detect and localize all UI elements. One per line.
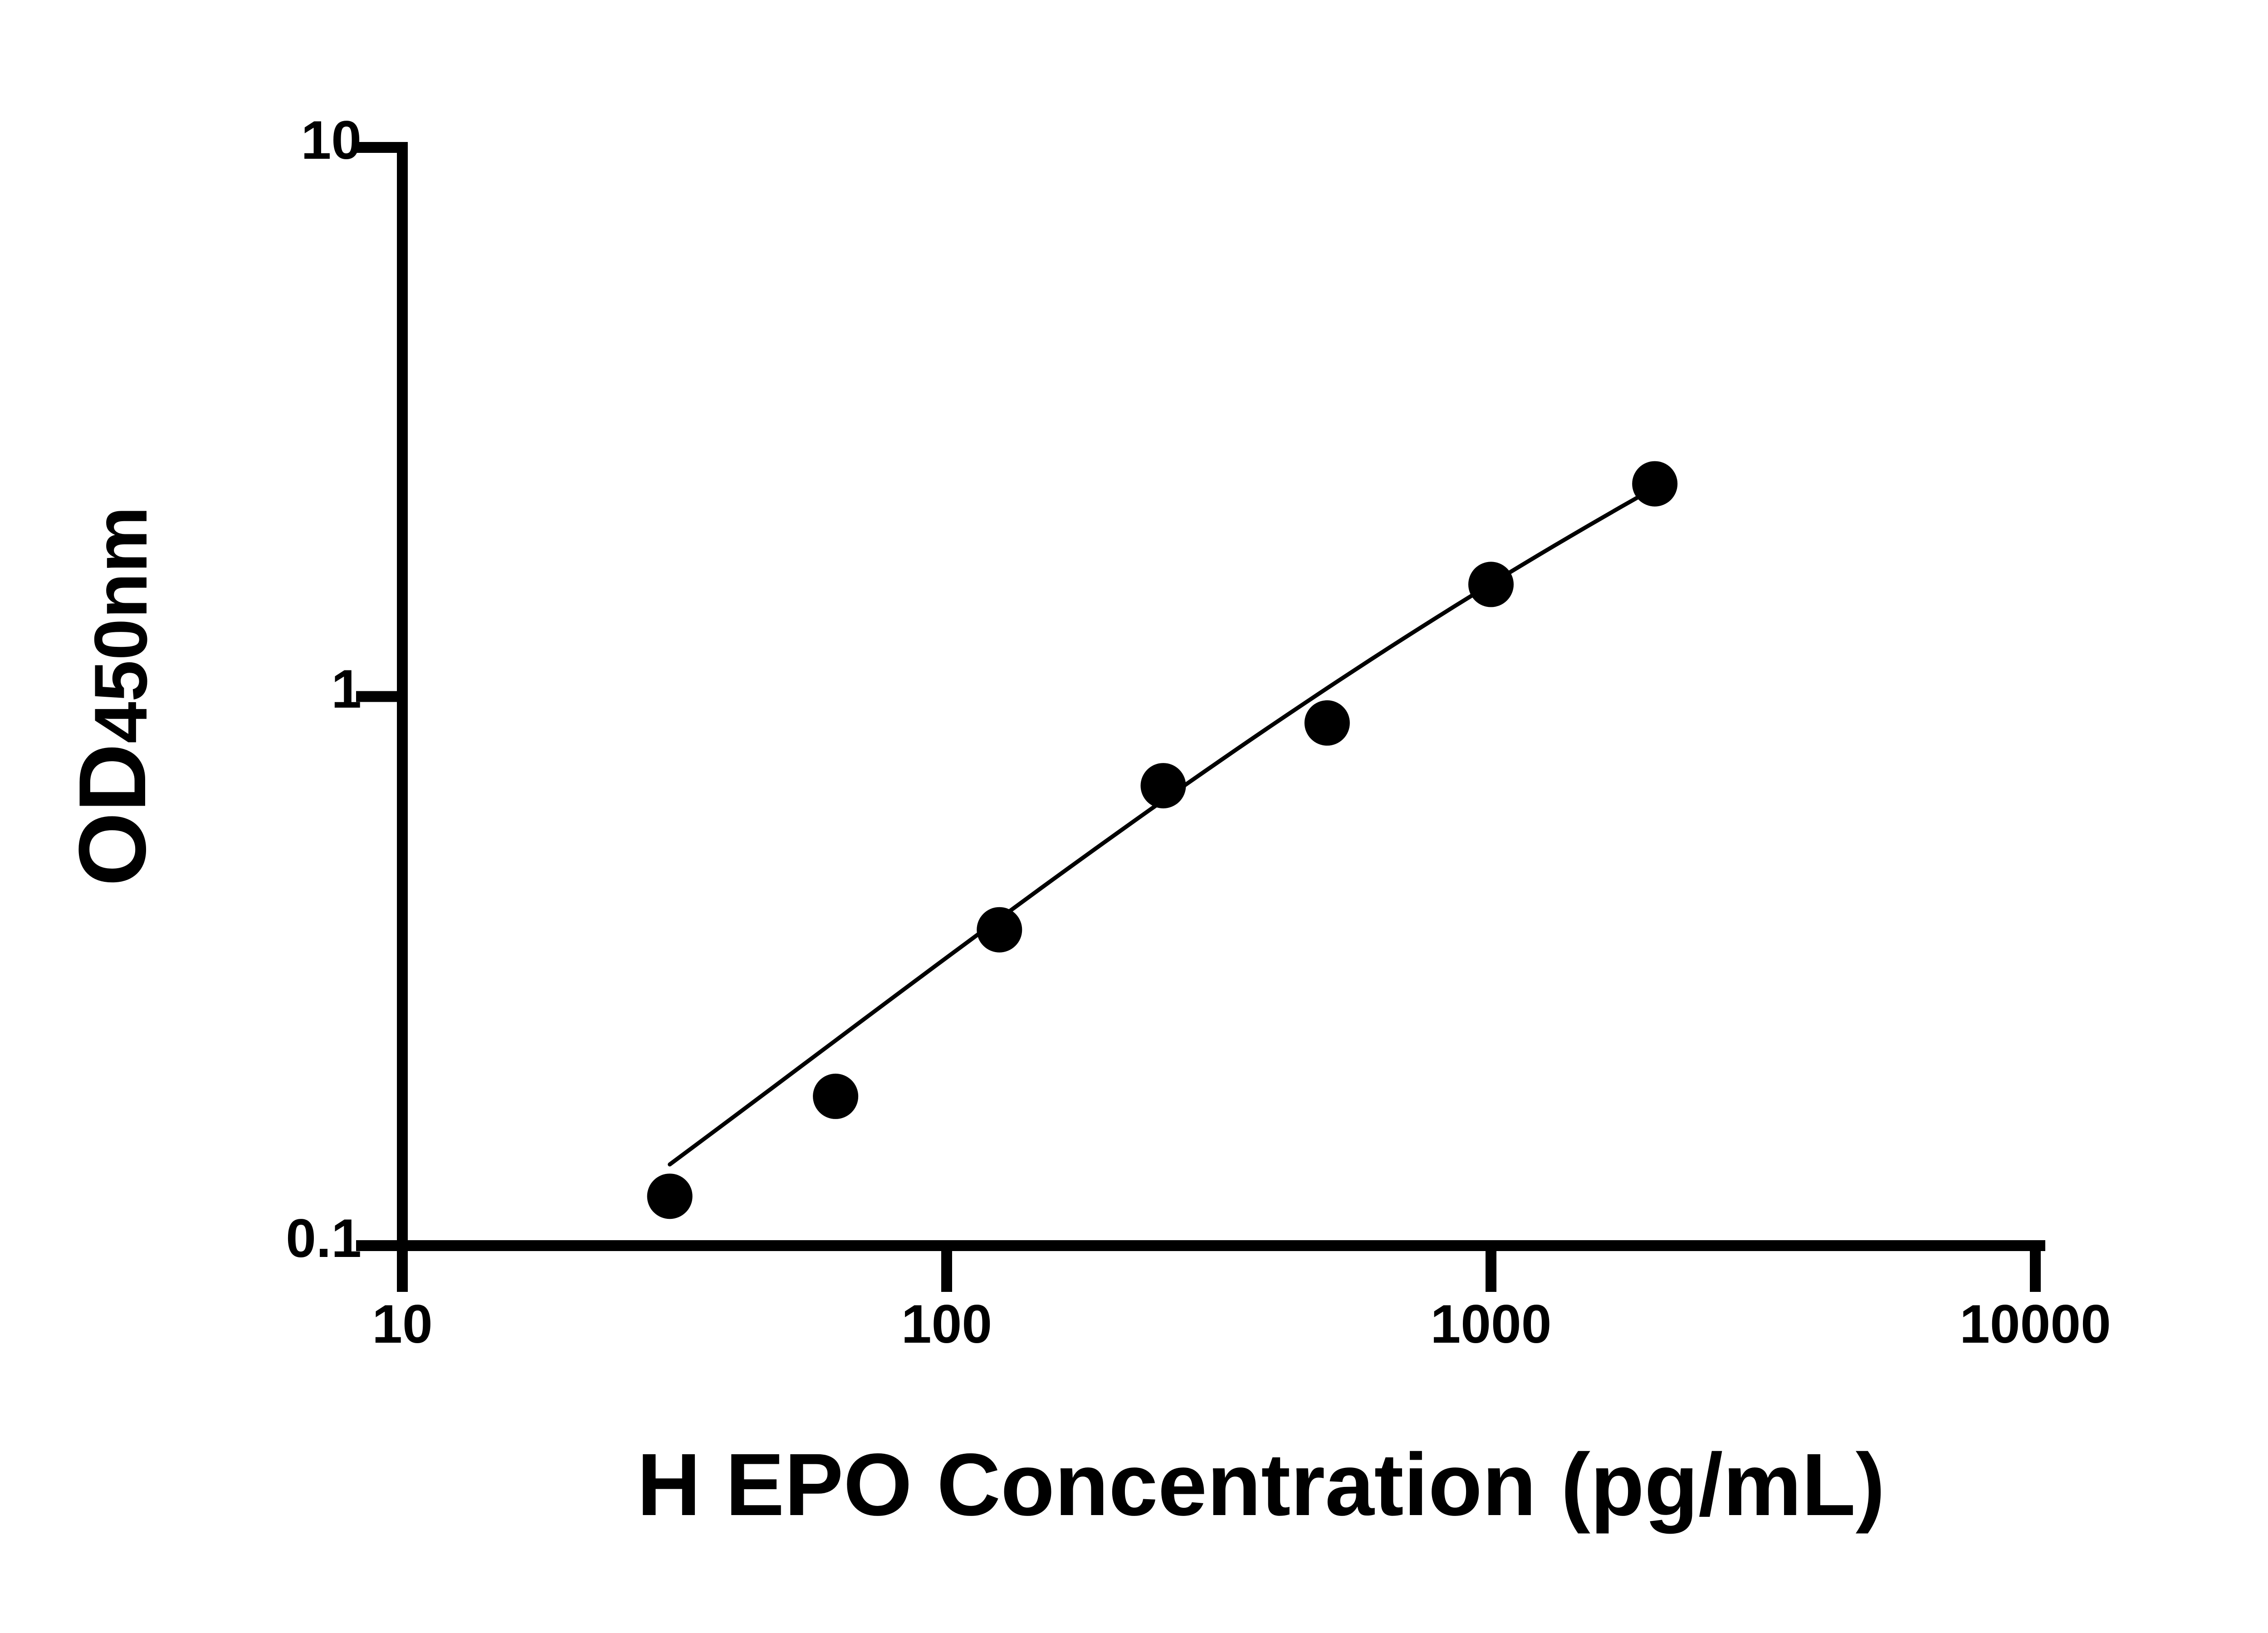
svg-text:10: 10 xyxy=(301,110,362,171)
svg-text:0.1: 0.1 xyxy=(286,1208,362,1269)
svg-text:10000: 10000 xyxy=(1960,1294,2111,1354)
svg-text:H EPO Concentration (pg/mL): H EPO Concentration (pg/mL) xyxy=(637,1435,1885,1534)
svg-text:10: 10 xyxy=(372,1294,432,1354)
svg-text:100: 100 xyxy=(901,1294,992,1354)
svg-text:1: 1 xyxy=(331,659,362,719)
svg-text:1000: 1000 xyxy=(1431,1294,1552,1354)
